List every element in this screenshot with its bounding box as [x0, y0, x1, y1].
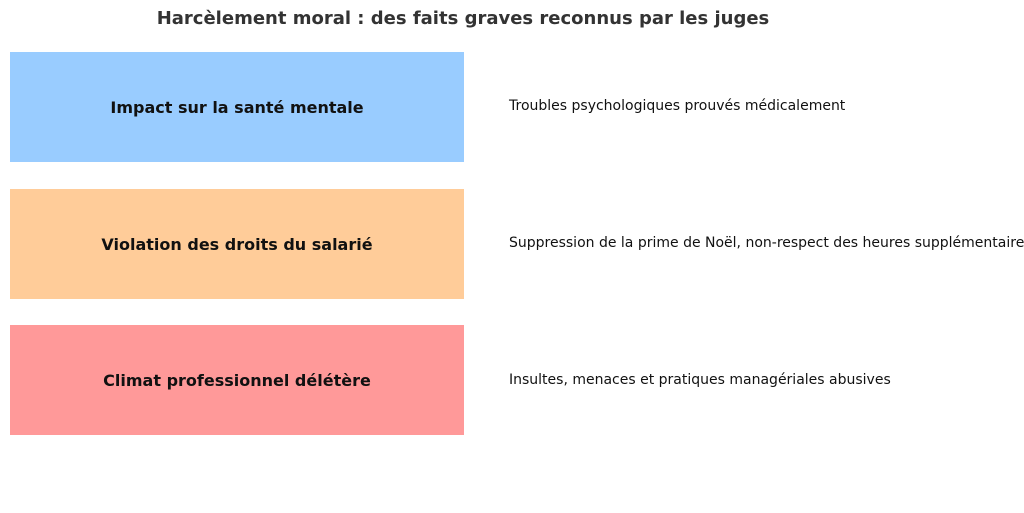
description: Insultes, menaces et pratiques managéria… [509, 372, 891, 388]
category-box: Impact sur la santé mentale [10, 52, 464, 162]
description: Troubles psychologiques prouvés médicale… [509, 98, 846, 114]
category-box: Violation des droits du salarié [10, 189, 464, 299]
title: Harcèlement moral : des faits graves rec… [156, 8, 770, 29]
description: Suppression de la prime de Noël, non-res… [509, 235, 1024, 251]
category-box: Climat professionnel délétère [10, 325, 464, 435]
